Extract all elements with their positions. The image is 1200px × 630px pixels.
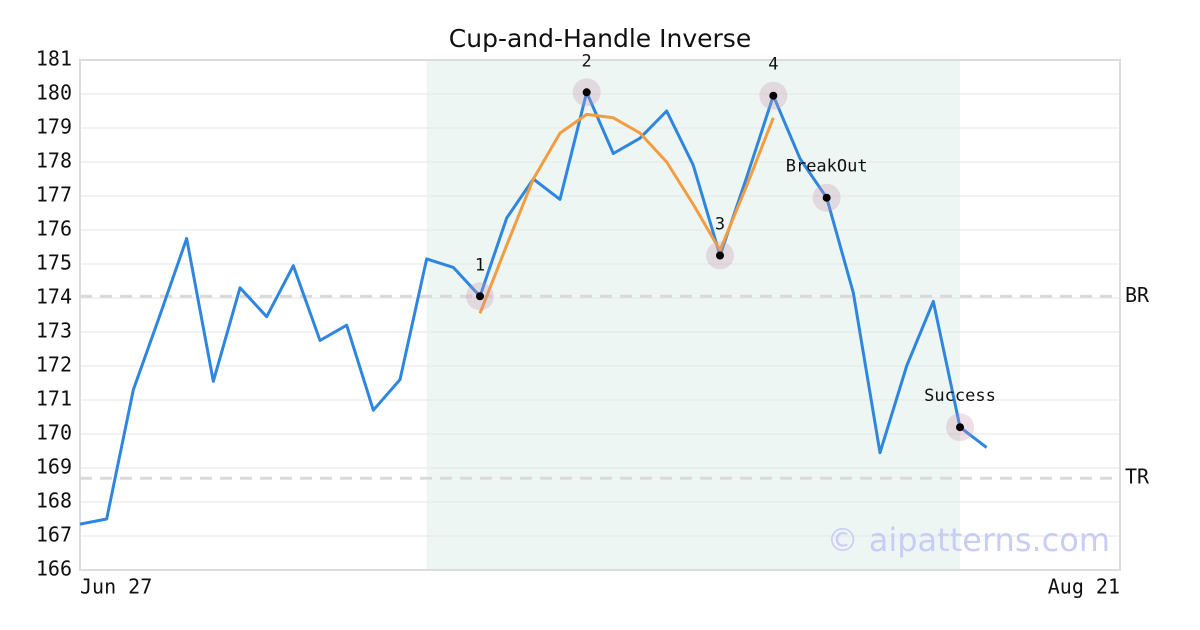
y-tick-label: 181: [36, 47, 72, 71]
level-label: TR: [1125, 465, 1150, 489]
y-tick-label: 168: [36, 489, 72, 513]
y-tick-label: 170: [36, 421, 72, 445]
pivot-label: 3: [715, 215, 725, 235]
y-tick-label: 172: [36, 353, 72, 377]
y-tick-label: 171: [36, 387, 72, 411]
level-label: BR: [1125, 283, 1150, 307]
pivot-point: [716, 251, 724, 260]
pivot-point: [582, 88, 591, 97]
y-tick-label: 167: [36, 523, 72, 547]
pivot-label: Success: [924, 386, 996, 406]
y-tick-label: 173: [36, 319, 72, 343]
watermark: © aipatterns.com: [827, 521, 1110, 559]
y-tick-label: 180: [36, 81, 72, 105]
y-tick-label: 177: [36, 183, 72, 207]
pivot-label: 2: [582, 51, 592, 71]
y-tick-label: 174: [36, 285, 72, 309]
y-tick-label: 179: [36, 115, 72, 139]
y-tick-label: 169: [36, 455, 72, 479]
x-tick-label: Jun 27: [80, 575, 152, 599]
pivot-label: 4: [768, 55, 778, 75]
pivot-point: [769, 91, 778, 100]
pivot-label: BreakOut: [786, 157, 868, 177]
pivot-point: [822, 193, 831, 202]
pattern-region: [426, 60, 961, 570]
pivot-point: [476, 292, 484, 301]
plot-frame: [79, 59, 1121, 571]
y-tick-label: 175: [36, 251, 72, 275]
series-line: [478, 112, 775, 314]
x-tick-label: Aug 21: [1048, 575, 1120, 599]
y-tick-label: 178: [36, 149, 72, 173]
y-tick-label: 176: [36, 217, 72, 241]
y-tick-label: 166: [36, 557, 72, 581]
chart-title: Cup-and-Handle Inverse: [449, 24, 751, 53]
pivot-point: [956, 423, 964, 432]
pivot-label: 1: [475, 255, 485, 275]
